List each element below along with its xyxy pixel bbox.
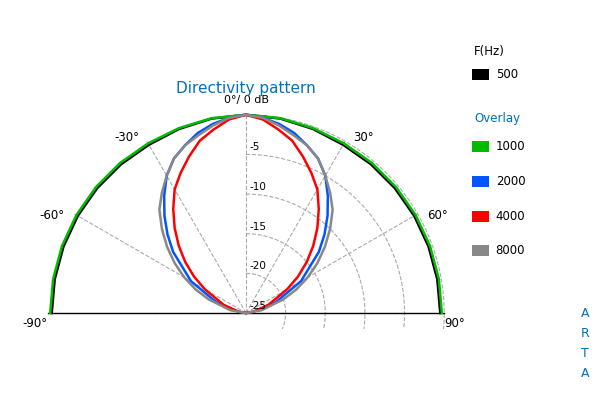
Text: -90°: -90° <box>23 317 48 330</box>
Text: -20: -20 <box>250 261 266 271</box>
Text: Overlay: Overlay <box>475 112 520 125</box>
Text: F(Hz): F(Hz) <box>475 45 505 58</box>
Text: -30°: -30° <box>114 131 139 144</box>
Text: A: A <box>581 367 589 380</box>
Text: 500: 500 <box>496 68 518 81</box>
Bar <box>472 141 490 152</box>
Text: 8000: 8000 <box>496 244 525 257</box>
Text: A: A <box>581 307 589 320</box>
Bar <box>472 69 490 80</box>
Text: -5: -5 <box>250 142 260 152</box>
Text: 90°: 90° <box>444 317 465 330</box>
Text: -15: -15 <box>250 222 266 232</box>
Text: -10: -10 <box>250 182 266 192</box>
Text: 60°: 60° <box>428 209 448 222</box>
Text: Directivity pattern: Directivity pattern <box>176 81 316 96</box>
Text: -25: -25 <box>250 301 266 311</box>
Text: 2000: 2000 <box>496 175 526 188</box>
Text: 1000: 1000 <box>496 140 526 153</box>
Text: T: T <box>581 347 589 360</box>
Text: 4000: 4000 <box>496 210 526 222</box>
Text: 30°: 30° <box>353 131 374 144</box>
Text: 0°/ 0 dB: 0°/ 0 dB <box>223 95 269 105</box>
Bar <box>472 176 490 187</box>
Bar <box>472 210 490 222</box>
Bar <box>472 245 490 256</box>
Text: -60°: -60° <box>40 209 64 222</box>
Text: R: R <box>581 327 589 340</box>
